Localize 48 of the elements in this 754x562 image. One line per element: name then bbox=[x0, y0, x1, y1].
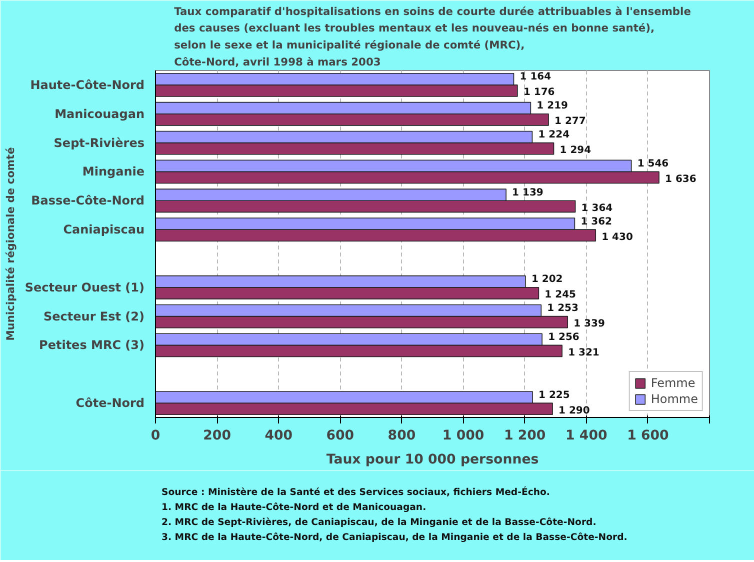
x-tick-label: 1 000 bbox=[442, 428, 484, 444]
x-tick-label: 1 200 bbox=[504, 428, 546, 444]
data-label: 1 321 bbox=[568, 347, 600, 358]
y-tick-label: Basse-Côte-Nord bbox=[31, 194, 145, 208]
x-tick-label: 200 bbox=[203, 428, 231, 444]
text: 2. MRC de Sept-Rivières, de Caniapiscau, de la Minganie et de la Basse-Côte-Nord. bbox=[162, 517, 596, 528]
data-label: 1 176 bbox=[523, 87, 555, 98]
data-label: 1 225 bbox=[538, 390, 570, 401]
y-tick-label: Manicouagan bbox=[54, 106, 145, 121]
y-tick-label: Côte-Nord bbox=[76, 396, 144, 410]
y-tick-label: Haute-Côte-Nord bbox=[30, 78, 145, 92]
y-tick-label: Secteur Est (2) bbox=[44, 309, 145, 324]
data-label: 1 364 bbox=[581, 202, 613, 214]
legend-label: Homme bbox=[650, 392, 698, 406]
data-label: 1 294 bbox=[560, 145, 592, 156]
data-label: 1 339 bbox=[574, 318, 605, 330]
data-label: 1 245 bbox=[544, 290, 576, 301]
x-tick-label: 1 600 bbox=[627, 428, 669, 444]
x-tick-label: 400 bbox=[264, 428, 293, 444]
data-label: 1 164 bbox=[520, 72, 552, 83]
data-label: 1 139 bbox=[512, 187, 544, 198]
x-tick-label: 600 bbox=[326, 428, 354, 444]
y-tick-label: Secteur Ouest (1) bbox=[24, 280, 145, 294]
y-tick-label: Sept-Rivières bbox=[54, 136, 145, 150]
y-tick-label: Caniapiscau bbox=[63, 222, 145, 237]
chart-title: Taux comparatif d'hospitalisations en soins de courte durée attribuables à l'ensemble des causes (excluant les troubles mentaux et les nouveau-nés en bonne santé), selon le sexe et la municipalité régionale de comté (MRC), Côte-Nord, avril 1998 à mars 2003 bbox=[174, 4, 691, 68]
data-label: 1 430 bbox=[602, 232, 633, 243]
x-tick-label: 800 bbox=[388, 428, 416, 444]
y-tick-label: Petites MRC (3) bbox=[39, 338, 145, 352]
data-label: 1 219 bbox=[536, 100, 568, 112]
text: 3. MRC de la Haute-Côte-Nord, de Caniapiscau, de la Minganie et de la Basse-Côte-Nord. bbox=[162, 532, 628, 543]
data-label: 1 202 bbox=[531, 274, 563, 286]
data-label: 1 277 bbox=[554, 116, 586, 128]
data-label: 1 224 bbox=[538, 130, 570, 141]
source-note: Source : Ministère de la Santé et des Services sociaux, fichiers Med-Écho. bbox=[162, 486, 550, 498]
x-tick-label: 0 bbox=[150, 428, 160, 444]
x-axis-title: Taux pour 10 000 personnes bbox=[326, 452, 539, 468]
y-tick-label: Minganie bbox=[82, 164, 145, 179]
data-label: 1 253 bbox=[547, 303, 578, 314]
data-label: 1 290 bbox=[558, 405, 590, 416]
data-label: 1 546 bbox=[637, 158, 669, 170]
y-axis-title: Municipalité régionale de comté bbox=[4, 147, 17, 341]
data-label: 1 256 bbox=[548, 332, 580, 343]
data-label: 1 636 bbox=[665, 174, 696, 185]
x-tick-label: 1 400 bbox=[566, 428, 608, 444]
text: 1. MRC de la Haute-Côte-Nord et de Manicouagan. bbox=[162, 502, 426, 513]
data-label: 1 362 bbox=[580, 216, 612, 228]
legend-label: Femme bbox=[650, 376, 696, 390]
